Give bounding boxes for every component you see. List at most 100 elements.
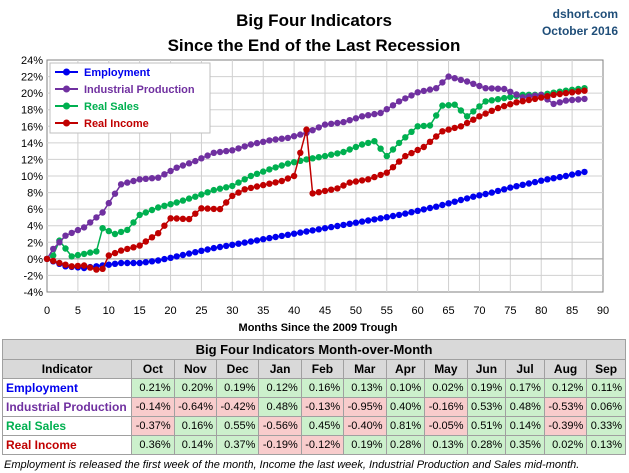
data-point-real-income: [272, 179, 279, 186]
table-cell: 0.11%: [586, 378, 626, 398]
data-point-real-income: [173, 215, 180, 222]
data-point-employment: [136, 259, 143, 267]
data-point-real-sales: [395, 139, 403, 147]
data-point-employment: [111, 260, 119, 267]
table-row: Real Sales -0.37% 0.16% 0.55% -0.56% 0.45% -0.…: [1, 416, 626, 436]
data-point-real-income: [68, 263, 75, 270]
data-point-employment: [198, 247, 205, 254]
table-row-label: Real Income: [1, 435, 133, 455]
data-point-employment: [167, 254, 174, 261]
table-cell: 0.12%: [258, 378, 302, 398]
data-point-industrial-production: [562, 97, 570, 104]
data-point-industrial-production: [433, 85, 440, 92]
table-header-month: Nov: [173, 359, 218, 379]
data-point-industrial-production: [229, 147, 236, 154]
data-point-real-sales: [445, 102, 452, 109]
data-point-real-income: [266, 180, 273, 187]
legend-label-real-sales: Real Sales: [84, 101, 139, 113]
data-point-real-sales: [155, 204, 162, 211]
data-point-real-sales: [111, 230, 119, 238]
data-point-employment: [383, 214, 390, 221]
data-point-employment: [216, 243, 224, 251]
data-point-industrial-production: [253, 139, 261, 147]
series-industrial-production: [43, 73, 588, 263]
data-point-real-income: [56, 259, 63, 267]
data-point-real-income: [50, 257, 57, 265]
data-point-real-sales: [198, 191, 205, 198]
x-tick-label: 70: [473, 305, 485, 317]
data-point-real-income: [315, 189, 322, 196]
table-cell: 0.13%: [586, 435, 626, 455]
data-point-employment: [488, 189, 495, 196]
data-point-real-sales: [358, 141, 366, 148]
data-point-industrial-production: [358, 113, 366, 120]
table-cell: -0.42%: [215, 397, 260, 417]
table-cell: 0.81%: [385, 416, 426, 436]
table-body: Employment 0.21% 0.20% 0.19% 0.12% 0.16% 0.13%…: [1, 378, 626, 455]
data-point-real-income: [328, 186, 335, 193]
data-point-real-sales: [463, 113, 471, 120]
data-point-real-sales: [80, 250, 88, 258]
data-point-employment: [507, 184, 514, 191]
month-over-month-table: Big Four Indicators Month-over-Month Ind…: [1, 339, 626, 455]
data-point-real-sales: [507, 93, 514, 101]
data-point-industrial-production: [389, 102, 397, 109]
data-point-real-sales: [352, 143, 360, 151]
series-employment: [43, 168, 588, 272]
data-point-real-income: [223, 199, 230, 206]
data-point-real-sales: [204, 189, 211, 196]
data-point-industrial-production: [80, 224, 88, 231]
y-tick-label: 8%: [27, 188, 43, 200]
data-point-industrial-production: [395, 98, 403, 105]
data-point-industrial-production: [297, 131, 304, 138]
legend-marker-real-sales: [63, 102, 70, 110]
data-point-real-sales: [260, 168, 267, 175]
data-point-industrial-production: [408, 92, 415, 99]
data-point-real-sales: [457, 107, 465, 114]
data-point-industrial-production: [241, 143, 248, 150]
data-point-real-sales: [99, 225, 106, 232]
data-point-employment: [179, 251, 187, 259]
x-tick-label: 50: [350, 305, 362, 317]
data-point-real-income: [402, 152, 409, 160]
data-point-industrial-production: [334, 119, 341, 127]
table-header-month: Apr: [385, 359, 426, 379]
data-point-real-sales: [290, 159, 298, 166]
data-point-employment: [142, 259, 149, 266]
legend: Employment Industrial Production Real Sale…: [49, 62, 211, 134]
data-point-industrial-production: [93, 214, 100, 221]
data-point-real-sales: [192, 193, 199, 200]
data-point-employment: [346, 220, 353, 227]
y-tick-label: 22%: [21, 72, 43, 84]
data-point-industrial-production: [117, 181, 125, 188]
data-point-real-income: [303, 126, 310, 133]
legend-items: Employment Industrial Production Real Sale…: [55, 67, 195, 130]
table-cell: 0.19%: [215, 378, 260, 398]
data-point-real-income: [358, 177, 366, 184]
data-point-real-income: [538, 94, 545, 101]
x-tick-label: 80: [535, 305, 547, 317]
data-point-employment: [272, 233, 279, 241]
data-point-employment: [377, 215, 384, 222]
data-point-real-sales: [420, 122, 427, 130]
data-point-employment: [309, 227, 316, 234]
data-point-industrial-production: [371, 110, 378, 118]
table-header-row: Indicator Oct Nov Dec Jan Feb Mar Apr May Jun Jul…: [1, 359, 626, 379]
data-point-real-sales: [328, 151, 335, 158]
data-point-real-sales: [148, 206, 156, 214]
data-point-real-income: [334, 185, 341, 192]
data-point-real-sales: [50, 252, 57, 259]
data-point-employment: [260, 236, 267, 243]
data-point-employment: [476, 192, 483, 199]
y-tick-label: 20%: [21, 88, 43, 100]
data-point-employment: [278, 232, 285, 240]
table-cell: 0.37%: [215, 435, 260, 455]
data-point-employment: [229, 241, 236, 248]
data-point-industrial-production: [556, 99, 563, 106]
data-point-real-sales: [278, 162, 285, 169]
data-point-real-income: [136, 242, 143, 249]
data-point-real-income: [581, 87, 588, 94]
data-point-real-sales: [334, 150, 341, 157]
table-cell: 0.53%: [466, 397, 507, 417]
